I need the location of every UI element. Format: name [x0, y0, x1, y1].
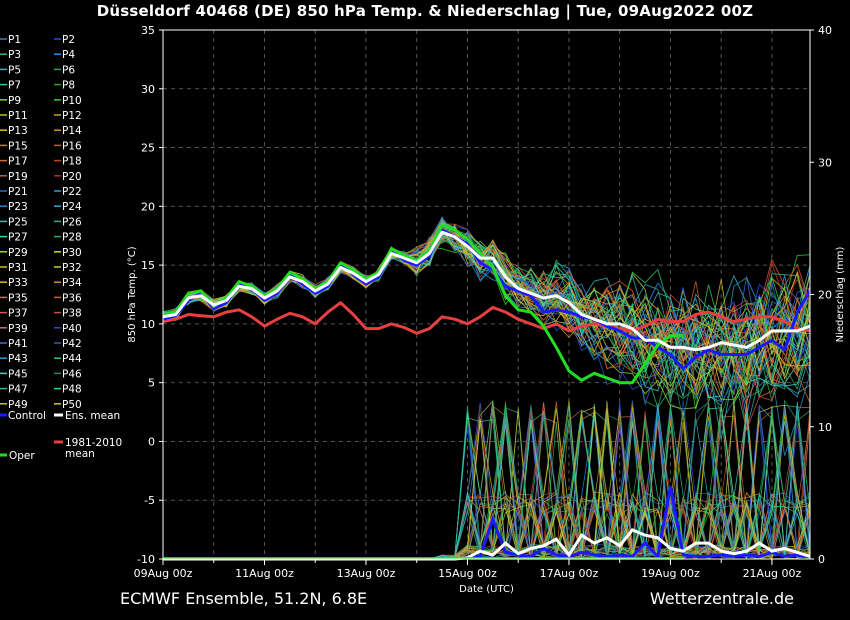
legend-label-p15: P15 [8, 140, 28, 152]
axes: -10 -5 0 5 10 15 20 25 30 35 09Aug 00z 11Aug 00z 13A… [127, 24, 846, 595]
legend-label-p13: P13 [8, 125, 28, 137]
legend-label-p41: P41 [8, 338, 28, 350]
legend-label-p18: P18 [62, 156, 82, 168]
member-line-33 [162, 232, 811, 396]
y-tick-label: 5 [148, 377, 155, 390]
x-tick-label: 21Aug 00z [743, 567, 802, 580]
series-line-ens-mean [162, 230, 811, 352]
legend-label-p40: P40 [62, 323, 82, 335]
member-line-43 [162, 235, 811, 368]
y-tick-label: 0 [148, 435, 155, 448]
x-tick-label: 15Aug 00z [438, 567, 497, 580]
legend-label-p27: P27 [8, 232, 28, 244]
legend-label-p6: P6 [62, 64, 75, 76]
legend-label-clim-1: 1981-2010 [65, 437, 122, 449]
legend-label-p23: P23 [8, 201, 28, 213]
legend-label-p37: P37 [8, 308, 28, 320]
legend-label-p7: P7 [8, 80, 21, 92]
main-lines [162, 223, 812, 385]
legend-label-p28: P28 [62, 232, 82, 244]
legend-label-p4: P4 [62, 49, 75, 61]
y2-tick-label: 40 [818, 24, 832, 37]
legend-label-ens-mean: Ens. mean [65, 410, 120, 422]
legend-label-p17: P17 [8, 156, 28, 168]
x-tick-label: 13Aug 00z [337, 567, 396, 580]
legend-label-p26: P26 [62, 216, 82, 228]
y2-axis-label: Niederschlag (mm) [835, 247, 846, 343]
y-tick-label: 10 [141, 318, 155, 331]
legend-label-p19: P19 [8, 171, 28, 183]
legend-label-p39: P39 [8, 323, 28, 335]
control-precip-line [163, 486, 811, 561]
series-line-1981-2010-mean [162, 301, 811, 335]
legend-label-p46: P46 [62, 368, 82, 380]
legend-label-p3: P3 [8, 49, 21, 61]
y-tick-label: 15 [141, 259, 155, 272]
plot-frame [162, 29, 811, 560]
legend-label-p49: P49 [8, 399, 28, 411]
precipitation-bars [163, 486, 811, 561]
legend-label-p34: P34 [62, 277, 82, 289]
y-tick-label: 25 [141, 142, 155, 155]
legend-label-p35: P35 [8, 292, 28, 304]
legend-label-p38: P38 [62, 308, 82, 320]
mean-precip-line [163, 528, 811, 561]
ensemble-members [162, 215, 811, 561]
x-tick-label: 17Aug 00z [540, 567, 599, 580]
chart-title: Düsseldorf 40468 (DE) 850 hPa Temp. & Ni… [96, 2, 754, 20]
y-tick-label: 35 [141, 24, 155, 37]
legend-label-p24: P24 [62, 201, 82, 213]
legend-label-p1: P1 [8, 34, 21, 46]
legend-label-p12: P12 [62, 110, 82, 122]
series-line-oper [162, 223, 684, 385]
legend-label-p36: P36 [62, 292, 82, 304]
legend-label-p16: P16 [62, 140, 82, 152]
legend-label-p45: P45 [8, 368, 28, 380]
y-axis-label: 850 hPa Temp. (°C) [127, 246, 138, 342]
x-tick-label: 11Aug 00z [235, 567, 294, 580]
y-tick-label: 20 [141, 200, 155, 213]
legend-label-p5: P5 [8, 64, 21, 76]
legend-label-p42: P42 [62, 338, 82, 350]
legend-label-p22: P22 [62, 186, 82, 198]
legend-label-p44: P44 [62, 353, 82, 365]
legend-label-p50: P50 [62, 399, 82, 411]
legend-label-p33: P33 [8, 277, 28, 289]
legend-label-p32: P32 [62, 262, 82, 274]
legend-label-oper: Oper [9, 450, 35, 462]
legend-label-p48: P48 [62, 384, 82, 396]
series-line-control [162, 228, 812, 371]
legend-label-p11: P11 [8, 110, 28, 122]
legend: P1 P2 P3 P4 P5 P6 P7 P8 P9 P10 P11 P12 P13 P14 P15 P16 P… [0, 34, 122, 462]
legend-label-p9: P9 [8, 95, 21, 107]
legend-label-p30: P30 [62, 247, 82, 259]
y-tick-label: -5 [144, 494, 155, 507]
legend-label-control: Control [8, 410, 46, 422]
y2-tick-label: 0 [818, 553, 825, 566]
legend-label-p43: P43 [8, 353, 28, 365]
source-credit: Wetterzentrale.de [649, 589, 794, 608]
legend-label-p21: P21 [8, 186, 28, 198]
model-info: ECMWF Ensemble, 51.2N, 6.8E [120, 589, 368, 608]
legend-label-p29: P29 [8, 247, 28, 259]
legend-label-p25: P25 [8, 216, 28, 228]
x-axis-label: Date (UTC) [459, 584, 514, 595]
legend-label-p31: P31 [8, 262, 28, 274]
x-tick-label: 09Aug 00z [134, 567, 193, 580]
legend-label-p8: P8 [62, 80, 75, 92]
legend-label-p47: P47 [8, 384, 28, 396]
legend-label-clim-2: mean [65, 448, 95, 460]
legend-label-p2: P2 [62, 34, 75, 46]
y2-tick-label: 30 [818, 156, 832, 169]
legend-label-p14: P14 [62, 125, 82, 137]
legend-label-p10: P10 [62, 95, 82, 107]
y2-tick-label: 20 [818, 289, 832, 302]
legend-label-p20: P20 [62, 171, 82, 183]
member-line-49 [162, 227, 811, 388]
y-tick-label: -10 [137, 553, 155, 566]
x-tick-label: 19Aug 00z [641, 567, 700, 580]
y2-tick-label: 10 [818, 421, 832, 434]
y-tick-label: 30 [141, 83, 155, 96]
